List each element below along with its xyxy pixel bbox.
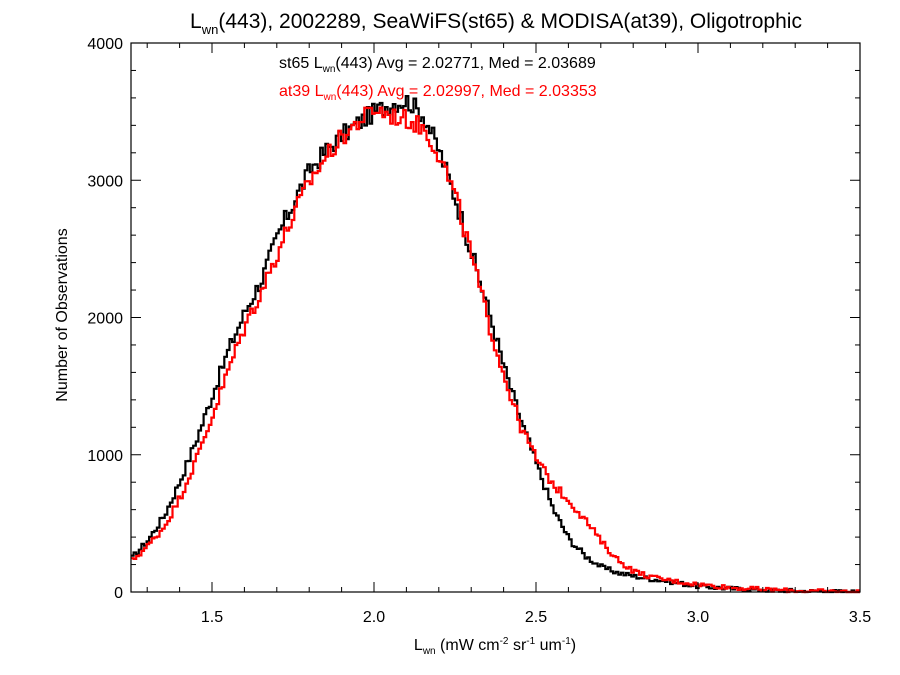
chart-title: Lwn(443), 2002289, SeaWiFS(st65) & MODIS… xyxy=(190,10,802,37)
x-tick-label: 2.5 xyxy=(525,609,547,626)
series-line-at39 xyxy=(131,106,861,594)
plot-frame xyxy=(130,42,861,593)
y-tick-label: 0 xyxy=(114,585,123,602)
chart-title-subscript: wn xyxy=(201,22,219,37)
plot-area: 1.5 2.0 2.5 3.0 3.5 0 1000 2000 3000 4000 xyxy=(87,36,871,626)
x-axis-label: Lwn (mW cm-2 sr-1 um-1) xyxy=(414,636,576,657)
y-tick-label: 1000 xyxy=(87,448,123,465)
x-tick-label: 1.5 xyxy=(201,609,223,626)
annotation-st65: st65 Lwn(443) Avg = 2.02771, Med = 2.036… xyxy=(279,55,596,75)
x-tick-label: 3.0 xyxy=(687,609,709,626)
x-tick-label: 2.0 xyxy=(363,609,385,626)
x-tick-label: 3.5 xyxy=(849,609,871,626)
y-tick-label: 3000 xyxy=(87,173,123,190)
y-axis-label: Number of Observations xyxy=(54,228,71,401)
y-tick-label: 4000 xyxy=(87,36,123,53)
y-tick-label: 2000 xyxy=(87,311,123,328)
annotation-at39: at39 Lwn(443) Avg = 2.02997, Med = 2.033… xyxy=(279,83,597,103)
series-line-st65 xyxy=(131,95,860,594)
